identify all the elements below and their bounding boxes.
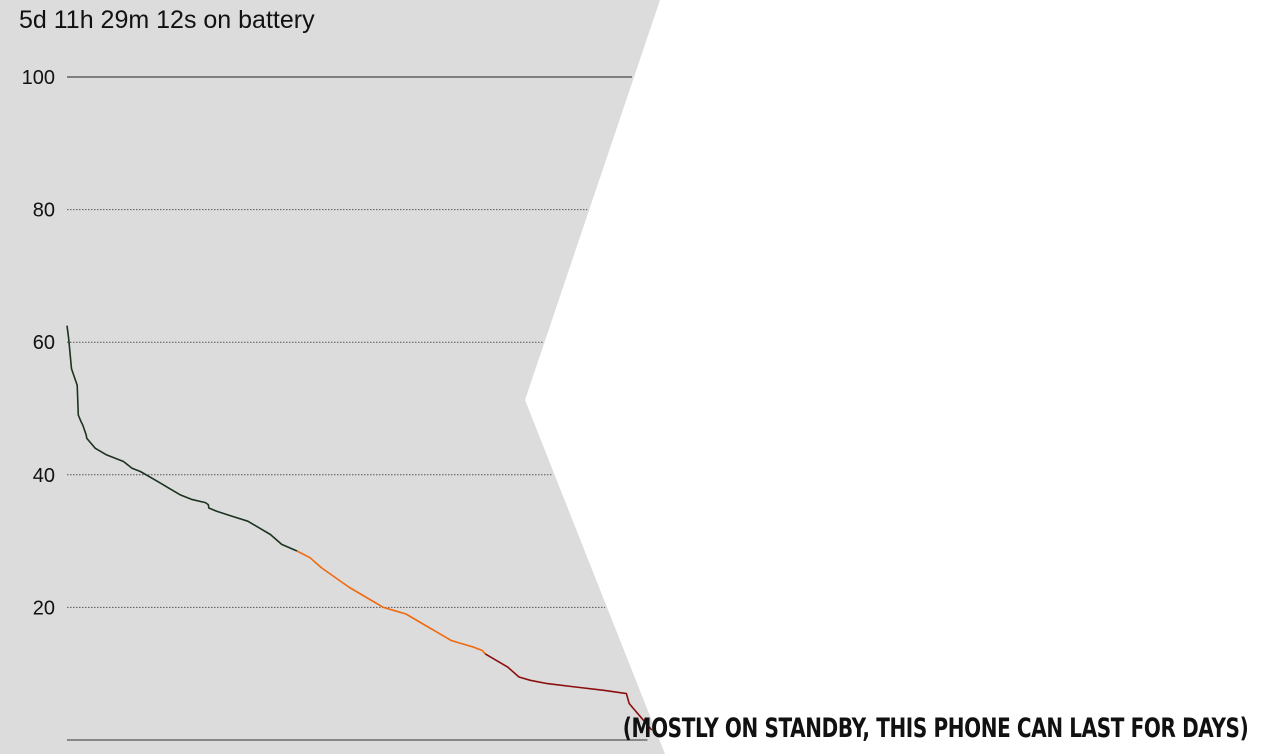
gridlines <box>67 76 648 741</box>
y-tick-label-20: 20 <box>33 597 55 619</box>
caption: (MOSTLY ON STANDBY, THIS PHONE CAN LAST … <box>622 713 1248 744</box>
y-tick-label-60: 60 <box>33 332 55 354</box>
battery-line-segment-high <box>66 325 298 552</box>
y-tick-label-80: 80 <box>33 200 55 222</box>
chart-panel <box>0 0 665 754</box>
battery-line-segment-low <box>484 653 653 731</box>
battery-series <box>66 325 653 731</box>
y-tick-labels: 20 40 60 80 100 <box>22 67 55 619</box>
y-tick-label-40: 40 <box>33 465 55 487</box>
battery-line-segment-mid <box>296 550 486 655</box>
chart-title: 5d 11h 29m 12s on battery <box>19 6 315 34</box>
y-tick-label-100: 100 <box>22 67 55 89</box>
